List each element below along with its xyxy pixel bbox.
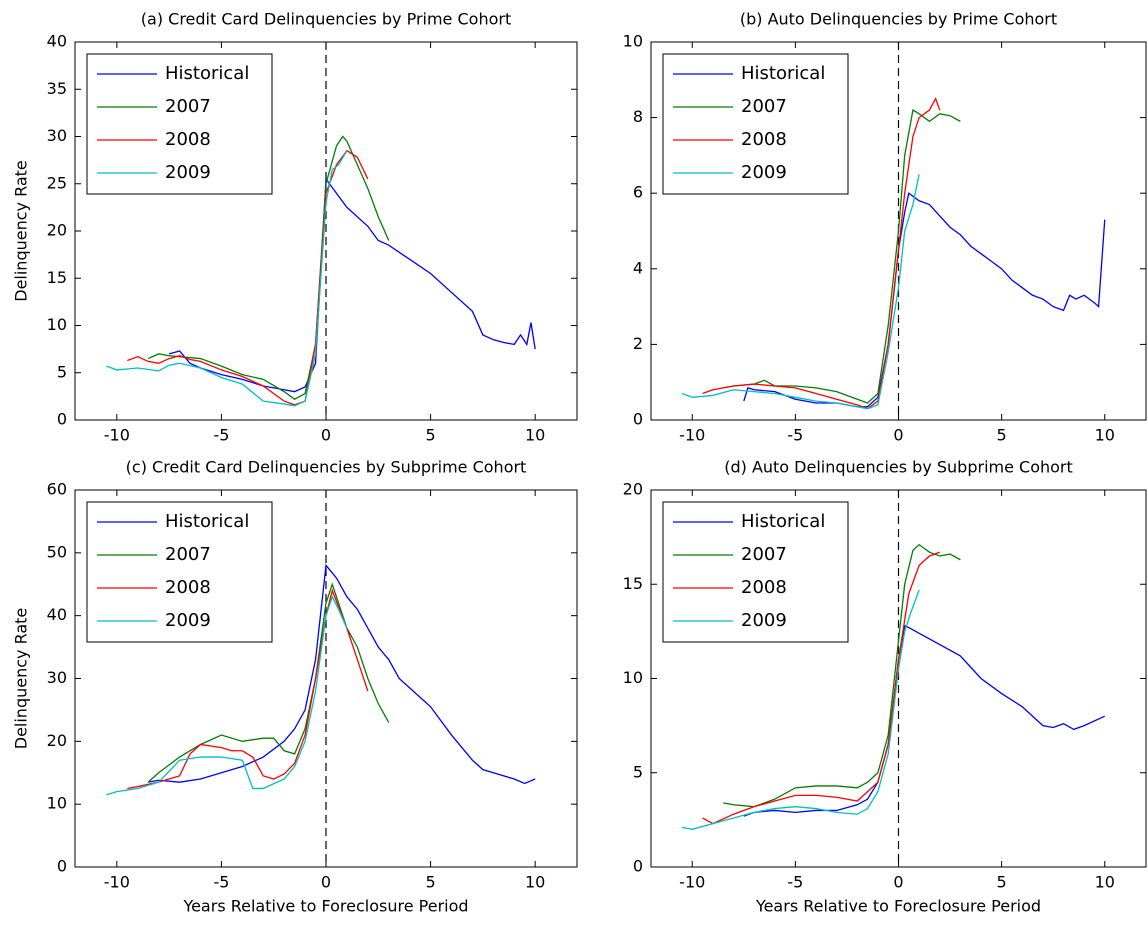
legend-label: Historical — [165, 63, 249, 84]
legend-box — [662, 53, 849, 195]
x-tick-label: 5 — [997, 426, 1007, 445]
y-tick-label: 15 — [47, 268, 67, 287]
chart-title: (c) Credit Card Delinquencies by Subprim… — [126, 458, 527, 477]
y-tick-label: 8 — [633, 107, 643, 126]
x-tick-label: -5 — [213, 873, 229, 892]
x-axis-label: Years Relative to Foreclosure Period — [182, 897, 468, 916]
y-tick-label: 4 — [633, 258, 643, 277]
y-tick-label: 20 — [623, 480, 643, 499]
series-line — [127, 588, 369, 790]
y-tick-label: 5 — [57, 362, 67, 381]
series-line — [702, 551, 940, 825]
x-tick-label: 0 — [321, 426, 331, 445]
chart-title: (b) Auto Delinquencies by Prime Cohort — [740, 10, 1057, 29]
y-tick-label: 5 — [633, 762, 643, 781]
series-line — [723, 108, 961, 404]
series-line — [743, 624, 1106, 817]
series-line — [681, 174, 920, 410]
legend-label: 2007 — [165, 96, 211, 117]
y-tick-label: 10 — [47, 794, 67, 813]
x-tick-label: 0 — [893, 873, 903, 892]
y-tick-label: 35 — [47, 79, 67, 98]
y-tick-label: 30 — [47, 668, 67, 687]
y-tick-label: 20 — [47, 731, 67, 750]
legend-label: 2007 — [741, 544, 787, 565]
y-tick-label: 20 — [47, 221, 67, 240]
legend-label: 2009 — [741, 610, 787, 631]
y-tick-label: 40 — [47, 32, 67, 51]
x-tick-label: 5 — [425, 873, 435, 892]
y-tick-label: 0 — [57, 410, 67, 429]
y-axis-label: Delinquency Rate — [12, 608, 31, 750]
legend-label: 2007 — [165, 544, 211, 565]
x-tick-label: -10 — [679, 426, 705, 445]
series-line — [723, 543, 961, 808]
legend-label: 2008 — [741, 129, 787, 150]
legend-label: Historical — [741, 63, 825, 84]
legend-box — [86, 501, 273, 643]
plot-frame — [74, 489, 578, 868]
x-tick-label: 0 — [893, 426, 903, 445]
plot-frame — [650, 41, 1147, 421]
x-tick-label: 10 — [1095, 426, 1115, 445]
x-tick-label: -10 — [679, 873, 705, 892]
x-tick-label: -10 — [104, 873, 130, 892]
x-axis-label: Years Relative to Foreclosure Period — [755, 897, 1041, 916]
legend-label: 2008 — [741, 577, 787, 598]
x-tick-label: -5 — [213, 426, 229, 445]
series-line — [106, 150, 348, 407]
series-line — [148, 563, 536, 785]
legend-label: Historical — [165, 511, 249, 532]
x-tick-label: 10 — [1095, 873, 1115, 892]
legend-label: Historical — [741, 511, 825, 532]
y-tick-label: 10 — [47, 315, 67, 334]
y-axis-label: Delinquency Rate — [12, 160, 31, 302]
y-tick-label: 10 — [623, 668, 643, 687]
legend-label: 2008 — [165, 129, 211, 150]
y-tick-label: 10 — [623, 32, 643, 51]
y-tick-label: 40 — [47, 605, 67, 624]
x-tick-label: 10 — [525, 426, 545, 445]
legend-label: 2009 — [165, 610, 211, 631]
legend-label: 2009 — [165, 162, 211, 183]
x-tick-label: 5 — [425, 426, 435, 445]
y-tick-label: 15 — [623, 574, 643, 593]
y-tick-label: 6 — [633, 183, 643, 202]
plot-frame — [74, 41, 578, 421]
series-line — [168, 177, 536, 393]
y-tick-label: 60 — [47, 480, 67, 499]
chart-title: (d) Auto Delinquencies by Subprime Cohor… — [724, 458, 1073, 477]
y-tick-label: 25 — [47, 173, 67, 192]
y-tick-label: 2 — [633, 334, 643, 353]
legend-label: 2009 — [741, 162, 787, 183]
legend-label: 2008 — [165, 577, 211, 598]
x-tick-label: -5 — [787, 426, 803, 445]
y-tick-label: 0 — [57, 857, 67, 876]
series-line — [681, 589, 920, 830]
legend-label: 2007 — [741, 96, 787, 117]
x-tick-label: -10 — [104, 426, 130, 445]
x-tick-label: 10 — [525, 873, 545, 892]
y-tick-label: 0 — [633, 410, 643, 429]
legend-box — [86, 53, 273, 195]
plot-frame — [650, 489, 1147, 868]
y-tick-label: 30 — [47, 126, 67, 145]
y-tick-label: 50 — [47, 542, 67, 561]
x-tick-label: -5 — [787, 873, 803, 892]
series-line — [106, 595, 348, 796]
x-tick-label: 5 — [997, 873, 1007, 892]
series-line — [127, 149, 369, 406]
y-tick-label: 0 — [633, 857, 643, 876]
x-tick-label: 0 — [321, 873, 331, 892]
legend-box — [662, 501, 849, 643]
chart-title: (a) Credit Card Delinquencies by Prime C… — [141, 10, 511, 29]
